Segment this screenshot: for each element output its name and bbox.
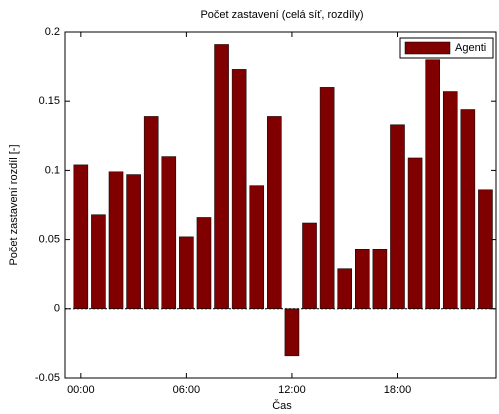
bar [319,87,335,310]
x-tick-label: 18:00 [384,384,412,396]
bar [442,91,458,310]
legend-swatch [404,41,451,55]
bar [425,59,440,310]
legend-label: Agenti [455,42,486,54]
y-tick-label: 0 [54,303,60,315]
bar [179,236,194,310]
y-tick-label: 0.2 [45,26,60,38]
bar [460,109,476,310]
bar [267,116,282,310]
y-tick-label: 0.1 [45,164,60,176]
bar [284,308,300,357]
bar [126,174,141,310]
bar [143,116,159,310]
bar [302,222,317,310]
y-axis-label: Počet zastavení rozdíl [-] [8,144,20,265]
bar [407,157,423,310]
bar [372,249,388,310]
x-tick-label: 00:00 [67,384,95,396]
bar [478,189,493,310]
bar [161,156,177,310]
x-tick-label: 12:00 [278,384,306,396]
x-tick-label: 06:00 [173,384,201,396]
bar [249,185,265,310]
y-tick-label: 0.15 [39,95,60,107]
plot-frame [64,31,497,379]
y-tick-label: 0.05 [39,234,60,246]
bar [390,124,405,310]
bar [91,214,106,310]
x-axis-label: Čas [272,399,292,412]
bar [108,171,124,310]
bar [73,164,89,310]
bar [214,44,229,310]
bar [355,249,370,310]
bar [231,69,247,310]
bar [337,268,352,310]
bar [196,217,212,310]
y-tick-label: -0.05 [35,372,60,384]
chart-title: Počet zastavení (celá síť, rozdíly) [200,9,363,21]
